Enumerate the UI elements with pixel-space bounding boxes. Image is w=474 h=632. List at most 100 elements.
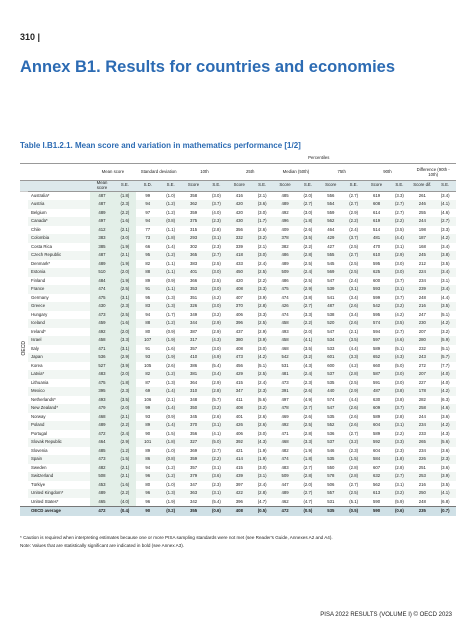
cell: 187	[410, 234, 435, 243]
cell: 233	[418, 430, 426, 436]
cell: 478	[273, 404, 298, 413]
cell: (3.9)	[251, 336, 274, 345]
cell: 509	[273, 268, 298, 277]
cell: (1.4)	[166, 243, 176, 249]
cell: (2.9)	[114, 438, 136, 447]
cell: 353	[181, 285, 206, 294]
cell: (3.4)	[349, 311, 359, 317]
cell: 589	[372, 413, 381, 419]
cell: 94	[135, 200, 160, 209]
cell: 207	[418, 328, 426, 334]
country: Latvia*	[28, 370, 90, 379]
cell: (2.2)	[388, 217, 411, 226]
cell: (4.3)	[205, 336, 228, 345]
cell: 107	[135, 336, 160, 345]
cell: 569	[318, 268, 343, 277]
cell: 554	[318, 200, 343, 209]
country: Türkiye	[31, 481, 46, 487]
cell: (1.8)	[297, 455, 319, 464]
cell: (3.8)	[394, 396, 404, 402]
cell: 462	[281, 498, 289, 504]
cell: 426	[227, 421, 252, 430]
cell: (3.1)	[205, 234, 228, 243]
cell: (5.4)	[211, 498, 221, 504]
cell: (2.6)	[342, 319, 365, 328]
cell: 593	[364, 285, 389, 294]
table-title: Table I.B1.2.1. Mean score and variation…	[20, 141, 301, 150]
cell: 489	[90, 421, 114, 430]
cell: 253	[410, 472, 435, 481]
cell: 468	[273, 438, 298, 447]
cell: 472	[273, 506, 298, 516]
cell: (3.2)	[251, 404, 274, 413]
column-header: 10th	[181, 163, 228, 181]
subcolumn-header: Score	[273, 180, 298, 192]
table-row: Poland 489 (2.2) 89 (1.4) 370 (3.1) 426 (2.6) 492…	[20, 421, 457, 430]
cell: 90	[135, 506, 160, 516]
cell: (4.4)	[388, 234, 411, 243]
cell: (4.2)	[434, 234, 457, 243]
cell: 302	[189, 243, 198, 249]
cell: (2.8)	[349, 464, 359, 470]
cell: (2.6)	[211, 413, 221, 419]
cell: 475	[90, 378, 114, 387]
cell: 105	[144, 362, 152, 368]
cell: 387	[189, 328, 198, 334]
cell: 474	[281, 311, 289, 317]
cell: (2.1)	[349, 328, 359, 334]
cell: (2.7)	[388, 472, 411, 481]
cell: 614	[372, 209, 381, 215]
cell: 345	[189, 413, 198, 419]
cell: 401	[235, 413, 243, 419]
cell: 574	[327, 396, 335, 402]
cell: 168	[418, 243, 426, 249]
cell: (3.3)	[303, 311, 313, 317]
cell: (4.7)	[257, 498, 267, 504]
cell: 619	[364, 217, 389, 226]
cell: (3.6)	[440, 413, 450, 419]
cell: 255	[418, 209, 426, 215]
cell: (3.3)	[257, 311, 267, 317]
note: Note: Values that are statistically sign…	[20, 542, 185, 548]
table-row: Sweden 482 (2.1) 94 (1.2) 357 (3.1) 415 (3.0) 483…	[20, 463, 456, 472]
cell: (0.6)	[388, 506, 411, 516]
cell: (1.2)	[159, 472, 182, 481]
country: Austria	[28, 200, 90, 209]
cell: 587	[364, 370, 389, 379]
cell: 96	[145, 498, 151, 504]
group-header: Percentiles	[181, 154, 457, 164]
cell: (3.1)	[388, 421, 411, 430]
cell: (5.0)	[394, 362, 404, 368]
table-row: Mexico 395 (2.3) 69 (1.4) 310 (2.8) 347 (2.3) 391…	[20, 387, 457, 396]
cell: 531	[327, 498, 335, 504]
cell: (2.0)	[114, 404, 136, 413]
cell: 409	[281, 226, 289, 232]
cell: 396	[235, 498, 243, 504]
cell: (1.2)	[159, 251, 182, 260]
cell: 230	[410, 319, 435, 328]
cell: (0.9)	[166, 328, 176, 334]
cell: (2.8)	[297, 251, 319, 260]
cell: 473	[90, 455, 114, 464]
cell: 348	[189, 396, 198, 402]
cell: 527	[90, 361, 114, 370]
cell: 632	[364, 472, 389, 481]
country: Poland	[28, 421, 90, 430]
country: Costa Rica	[31, 243, 53, 249]
cell: 416	[235, 192, 243, 198]
cell: (5.1)	[349, 498, 359, 504]
cell: 473	[90, 310, 114, 319]
cell: (3.1)	[388, 285, 411, 294]
cell: (4.2)	[211, 294, 221, 300]
cell: 597	[364, 336, 389, 345]
cell: 492	[281, 209, 289, 215]
cell: (3.2)	[440, 328, 450, 334]
cell: (2.8)	[303, 430, 313, 436]
cell: (3.1)	[205, 489, 228, 498]
cell: (2.8)	[211, 226, 221, 232]
cell: 574	[364, 319, 389, 328]
blank	[20, 180, 90, 192]
cell: (3.1)	[251, 472, 274, 481]
cell: 415	[235, 464, 243, 470]
cell: 469	[281, 413, 289, 419]
